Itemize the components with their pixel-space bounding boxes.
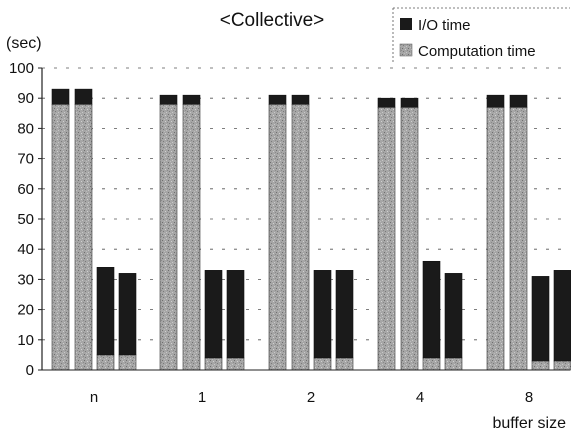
legend-label-computation: Computation time: [418, 43, 536, 60]
bar-io-n-1: [51, 88, 70, 105]
y-tick-label-7: 70: [17, 151, 34, 168]
y-tick-label-6: 60: [17, 181, 34, 198]
chart-title: <Collective>: [220, 10, 325, 31]
bar-io-8-2: [509, 94, 528, 108]
y-tick-label-10: 100: [9, 60, 34, 77]
y-tick-label-5: 50: [17, 211, 34, 228]
bar-computation-n-1: [51, 103, 70, 371]
y-tick-label-8: 80: [17, 120, 34, 137]
bar-computation-4-1: [377, 106, 396, 371]
bar-io-1-4: [226, 270, 245, 359]
bar-computation-8-3: [531, 360, 550, 371]
y-tick-label-1: 10: [17, 332, 34, 349]
legend: I/O time Computation time: [392, 7, 570, 62]
y-tick-label-4: 40: [17, 241, 34, 258]
y-axis-label: (sec): [6, 35, 42, 52]
bar-computation-n-3: [96, 354, 115, 371]
bar-computation-2-2: [291, 103, 310, 371]
x-tick-label-8: 8: [525, 389, 533, 406]
x-tick-label-n: n: [90, 389, 98, 406]
y-tick-label-0: 0: [26, 362, 34, 379]
bar-computation-4-3: [422, 357, 441, 371]
bar-io-2-4: [335, 270, 354, 359]
bar-io-n-3: [96, 267, 115, 356]
bar-io-8-3: [531, 276, 550, 362]
bar-computation-8-4: [553, 360, 571, 371]
y-tick-label-3: 30: [17, 271, 34, 288]
bar-computation-n-4: [118, 354, 137, 371]
bar-io-4-4: [444, 273, 463, 359]
bar-io-8-4: [553, 270, 571, 362]
x-axis-label: buffer size: [492, 415, 566, 432]
bar-computation-8-2: [509, 106, 528, 371]
bar-io-1-1: [159, 94, 178, 105]
bar-computation-2-1: [268, 103, 287, 371]
bar-io-2-1: [268, 94, 287, 105]
bar-io-1-2: [182, 94, 201, 105]
legend-swatch-io: [400, 18, 412, 30]
x-tick-label-1: 1: [198, 389, 206, 406]
y-tick-labels: 0 10 20 30 40 50 60 70 80 90 100: [9, 60, 42, 379]
bar-io-8-1: [486, 94, 505, 108]
x-tick-label-2: 2: [307, 389, 315, 406]
x-tick-labels: n 1 2 4 8: [90, 389, 533, 406]
bar-computation-2-4: [335, 357, 354, 371]
bar-io-n-2: [74, 88, 93, 105]
bar-io-2-2: [291, 94, 310, 105]
bar-computation-2-3: [313, 357, 332, 371]
bar-computation-1-1: [159, 103, 178, 371]
bar-io-4-3: [422, 260, 441, 359]
bars: [51, 88, 571, 371]
bar-computation-n-2: [74, 103, 93, 371]
y-tick-label-2: 20: [17, 302, 34, 319]
bar-computation-1-3: [204, 357, 223, 371]
bar-io-1-3: [204, 270, 223, 359]
x-tick-label-4: 4: [416, 389, 424, 406]
bar-io-4-1: [377, 97, 396, 108]
y-tick-label-9: 90: [17, 90, 34, 107]
bar-computation-1-4: [226, 357, 245, 371]
bar-computation-1-2: [182, 103, 201, 371]
bar-io-4-2: [400, 97, 419, 108]
legend-swatch-computation: [399, 43, 413, 57]
bar-computation-4-2: [400, 106, 419, 371]
bar-io-2-3: [313, 270, 332, 359]
bar-computation-8-1: [486, 106, 505, 371]
bar-io-n-4: [118, 273, 137, 356]
legend-label-io: I/O time: [418, 17, 471, 34]
bar-computation-4-4: [444, 357, 463, 371]
